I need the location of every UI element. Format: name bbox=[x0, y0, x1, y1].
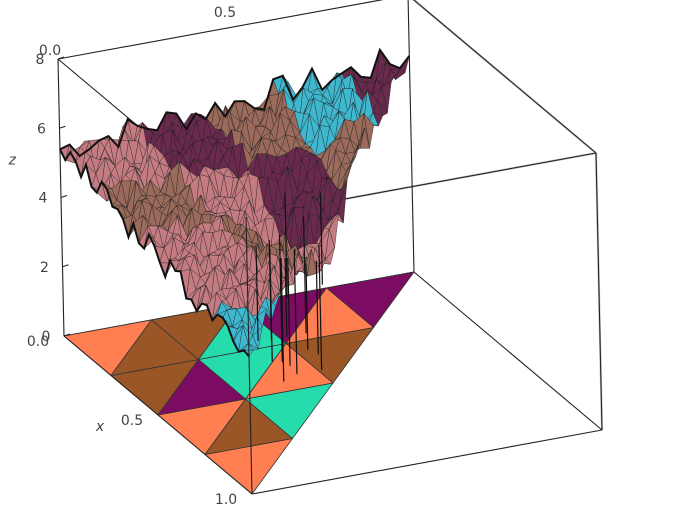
z-tick-mark bbox=[59, 125, 66, 129]
box-edge bbox=[63, 335, 253, 495]
surface-spike bbox=[284, 258, 288, 337]
z-tick-mark bbox=[62, 264, 69, 268]
surface-spike bbox=[255, 246, 259, 341]
surface-spike bbox=[269, 248, 273, 362]
surface-mesh bbox=[59, 47, 411, 382]
y-tick-label: 0.0 bbox=[39, 43, 61, 59]
plot-box-front-edges bbox=[63, 216, 603, 495]
floor-triangle-orange bbox=[245, 343, 334, 400]
z-tick-label: 4 bbox=[39, 191, 48, 207]
z-tick-mark bbox=[57, 56, 65, 60]
y-tick-label: 0.5 bbox=[214, 5, 236, 21]
surface-spike bbox=[319, 192, 324, 285]
z-tick-label: 2 bbox=[40, 260, 49, 276]
surface-spike bbox=[284, 192, 288, 298]
box-edge bbox=[595, 152, 603, 431]
z-tick-mark bbox=[60, 195, 68, 198]
axis-labels: zyx bbox=[8, 152, 105, 435]
surface-spike bbox=[318, 244, 323, 371]
x-axis-label: x bbox=[95, 419, 105, 435]
x-tick-label: 0.0 bbox=[27, 334, 49, 350]
floor-triangle-purple bbox=[157, 359, 246, 416]
box-edge bbox=[251, 429, 603, 495]
box-edge bbox=[413, 0, 597, 154]
surface-spike bbox=[280, 258, 285, 382]
z-tick-mark bbox=[63, 333, 71, 337]
surface-spike bbox=[315, 260, 319, 355]
surface-spike bbox=[302, 216, 307, 334]
box-edge bbox=[407, 0, 415, 273]
box-edge-shadow bbox=[412, 0, 597, 154]
box-edge bbox=[245, 216, 253, 495]
surface-spike bbox=[305, 263, 309, 350]
floor-triangle-brown bbox=[110, 319, 199, 376]
x-tick-label: 1.0 bbox=[215, 492, 237, 508]
surface-edge-y0 bbox=[59, 148, 250, 358]
z-tick-label: 8 bbox=[36, 52, 45, 68]
z-axis-label: z bbox=[8, 152, 17, 168]
box-edge bbox=[57, 0, 384, 60]
surface-spike bbox=[293, 248, 298, 375]
floor-triangle-brown bbox=[204, 398, 293, 455]
surface-spike bbox=[287, 258, 291, 366]
surface-spike bbox=[278, 234, 283, 363]
surface-edge-x0 bbox=[59, 47, 411, 158]
z-tick-label: 6 bbox=[37, 121, 46, 137]
z-tick-label: 0 bbox=[42, 329, 51, 345]
x-tick-label: 0.5 bbox=[121, 413, 143, 429]
box-edge bbox=[413, 271, 603, 431]
